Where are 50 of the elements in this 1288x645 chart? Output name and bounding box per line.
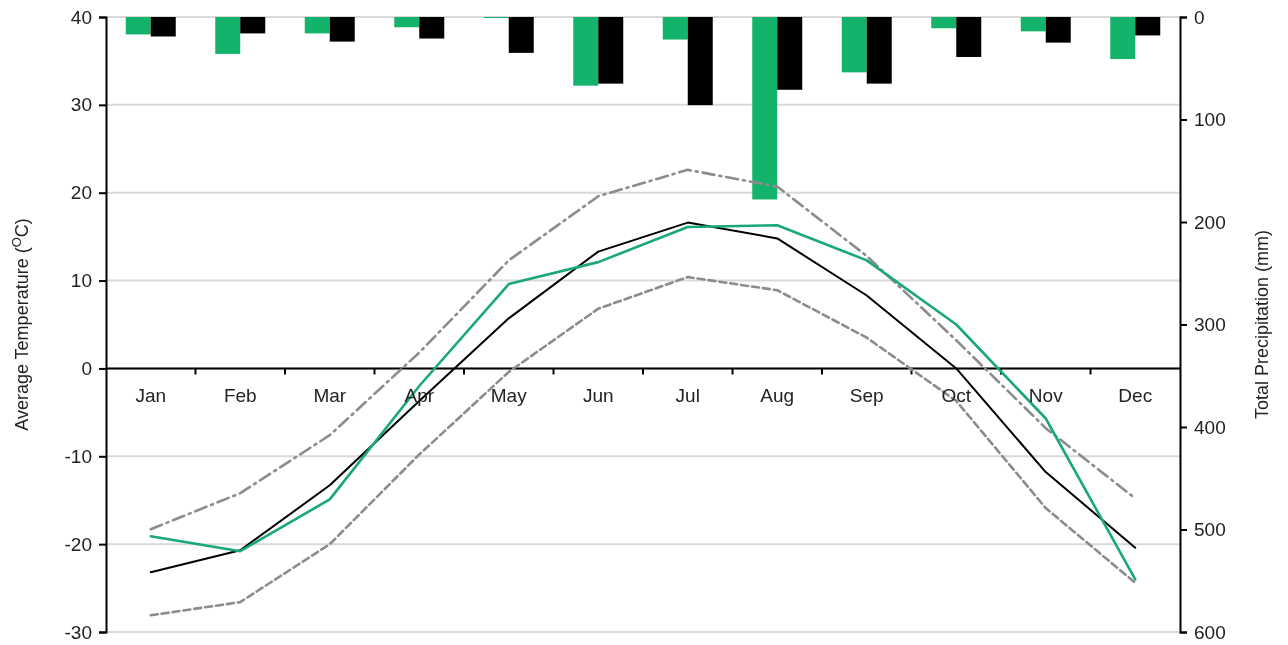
bar <box>419 17 445 39</box>
x-tick-label: Mar <box>313 385 347 407</box>
bar <box>777 17 803 90</box>
bar <box>394 17 420 28</box>
bar <box>573 17 599 86</box>
x-tick-label: Sep <box>849 385 884 407</box>
x-tick-label: Nov <box>1028 385 1064 407</box>
y-tick-label: 0 <box>81 358 92 380</box>
x-tick-label: May <box>490 385 528 407</box>
x-tick-label: Aug <box>760 385 795 407</box>
x-tick-label: Jan <box>135 385 167 407</box>
bar <box>125 17 151 35</box>
y-tick-label: 30 <box>70 94 92 116</box>
bar <box>956 17 982 57</box>
bar <box>215 17 241 54</box>
y-tick-label: 20 <box>70 182 92 204</box>
bar <box>866 17 892 84</box>
y-tick-label: 10 <box>70 270 92 292</box>
x-tick-label: Dec <box>1118 385 1153 407</box>
bar <box>329 17 355 42</box>
y2-tick-label: 0 <box>1194 6 1205 28</box>
y2-axis-title: Total Precipitation (mm) <box>1252 229 1272 420</box>
y2-tick-label: 500 <box>1194 519 1226 541</box>
x-tick-label: Jun <box>582 385 614 407</box>
bar <box>304 17 330 34</box>
bar <box>752 17 778 200</box>
x-tick-label: Oct <box>941 385 972 407</box>
bar <box>150 17 176 37</box>
y-tick-label: 40 <box>70 6 92 28</box>
y-tick-label: -30 <box>64 621 92 643</box>
bar <box>931 17 957 29</box>
y2-tick-label: 600 <box>1194 621 1226 643</box>
bar <box>1135 17 1161 36</box>
y2-tick-label: 300 <box>1194 314 1226 336</box>
bar <box>1045 17 1071 43</box>
bar <box>841 17 867 73</box>
y2-tick-label: 400 <box>1194 416 1226 438</box>
x-tick-label: Feb <box>223 385 257 407</box>
bar <box>662 17 688 40</box>
y2-tick-label: 200 <box>1194 211 1226 233</box>
bar <box>1020 17 1046 32</box>
x-tick-label: Jul <box>675 385 700 407</box>
y2-tick-label: 100 <box>1194 109 1226 131</box>
y-tick-label: -10 <box>64 445 92 467</box>
bar <box>687 17 713 106</box>
bar <box>598 17 624 84</box>
bar <box>1110 17 1136 60</box>
y-tick-label: -20 <box>64 533 92 555</box>
bar <box>508 17 534 53</box>
bar <box>240 17 266 34</box>
